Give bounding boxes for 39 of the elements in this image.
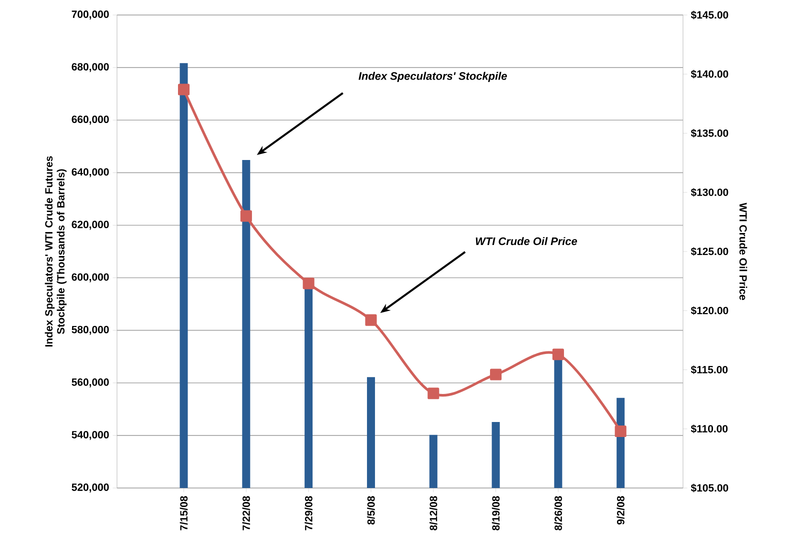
x-tick-label: 7/15/08 — [180, 496, 188, 530]
y-tick-label: 640,000 — [72, 168, 109, 178]
x-tick-label: 7/29/08 — [304, 496, 312, 530]
y-tick-label: 580,000 — [72, 326, 109, 335]
point — [428, 388, 440, 400]
x-tick-label: 8/12/08 — [429, 496, 438, 530]
point — [302, 278, 314, 290]
point — [240, 210, 252, 222]
y-tick-label: 600,000 — [72, 273, 109, 282]
y2-tick-label: $120.00 — [690, 306, 728, 315]
x-tick-label: 8/19/08 — [492, 496, 500, 530]
annotation: Index Speculators' Stockpile — [358, 72, 507, 82]
y-axis-title: Index Speculators' WTI Crude Futures Stockpile (Thousands of Barrels) — [44, 156, 67, 346]
y2-tick-label: $145.00 — [690, 10, 728, 20]
point — [614, 425, 626, 438]
point — [365, 314, 377, 326]
y2-tick-label: $135.00 — [690, 128, 728, 138]
y-tick-label: 620,000 — [72, 220, 109, 230]
y-tick-label: 660,000 — [72, 116, 109, 125]
x-tick-label: 7/22/08 — [242, 496, 250, 530]
y-tick-label: 520,000 — [72, 484, 109, 492]
annotation: WTI Crude Oil Price — [476, 237, 578, 246]
y2-axis-title: WTI Crude Oil Price — [739, 202, 748, 300]
point — [490, 368, 502, 380]
y2-tick-label: $130.00 — [690, 188, 728, 197]
point — [552, 348, 564, 360]
y-tick-label: 540,000 — [72, 430, 109, 440]
y2-tick-label: $140.00 — [690, 70, 728, 78]
y-tick-label: 560,000 — [72, 378, 109, 388]
x-tick-label: 8/5/08 — [367, 496, 375, 525]
y2-tick-label: $125.00 — [690, 247, 728, 256]
y2-tick-label: $105.00 — [690, 484, 728, 492]
x-tick-label: 8/26/08 — [554, 496, 562, 530]
x-tick-label: 9/2/08 — [616, 496, 624, 524]
y2-tick-label: $110.00 — [690, 424, 728, 434]
y-tick-label: 700,000 — [72, 10, 109, 20]
y-tick-label: 680,000 — [72, 63, 109, 72]
y2-tick-label: $115.00 — [690, 365, 728, 374]
point — [178, 84, 190, 96]
